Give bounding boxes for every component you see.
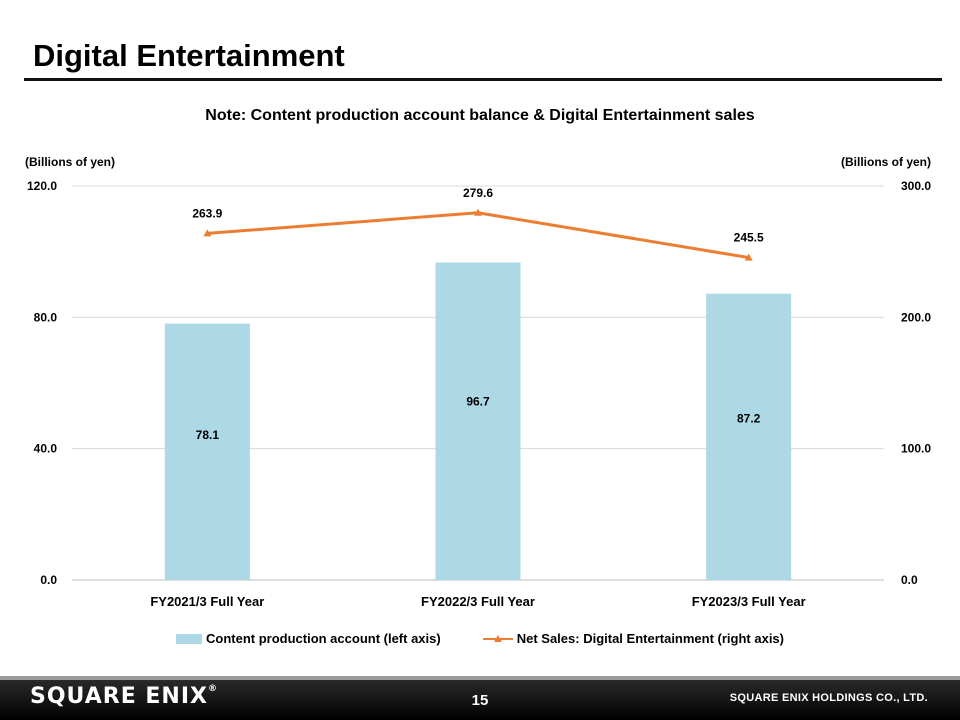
line-series [207, 211, 749, 260]
footer-band [0, 676, 960, 680]
legend-line-label: Net Sales: Digital Entertainment (right … [516, 631, 784, 646]
logo-text: SQUARE ENIX [30, 684, 208, 709]
legend-line-swatch [482, 633, 513, 645]
line-data-label: 245.5 [734, 231, 764, 245]
page-number: 15 [471, 692, 489, 709]
line-marker [474, 208, 482, 216]
left-tick-label: 120.0 [27, 179, 57, 193]
right-axis-label: (Billions of yen) [841, 155, 931, 169]
line-data-label: 263.9 [192, 206, 222, 220]
page-title: Digital Entertainment [33, 38, 345, 73]
title-divider [24, 78, 942, 81]
square-enix-logo: SQUARE ENIX® [30, 684, 218, 709]
left-tick-label: 0.0 [40, 573, 57, 587]
category-label: FY2023/3 Full Year [692, 594, 806, 609]
legend-bar-swatch [175, 633, 202, 644]
right-tick-label: 100.0 [901, 442, 931, 456]
footer-bar [0, 680, 960, 720]
left-tick-label: 80.0 [34, 310, 58, 324]
bar [164, 323, 250, 580]
left-tick-label: 40.0 [34, 442, 58, 456]
bar [706, 293, 792, 580]
legend-item-line: Net Sales: Digital Entertainment (right … [482, 631, 784, 646]
bar-data-label: 96.7 [466, 394, 490, 408]
chart-title: Note: Content production account balance… [205, 107, 755, 124]
bar-data-label: 87.2 [737, 412, 761, 426]
right-tick-label: 0.0 [901, 573, 918, 587]
legend-bar-label: Content production account (left axis) [205, 631, 441, 646]
category-label: FY2022/3 Full Year [421, 594, 535, 609]
line-marker [203, 229, 212, 237]
registered-mark-icon: ® [207, 684, 218, 694]
right-tick-label: 300.0 [901, 179, 931, 193]
bar-data-label: 78.1 [196, 428, 220, 442]
bar [435, 262, 521, 580]
chart-legend: Content production account (left axis) N… [0, 631, 960, 646]
right-tick-label: 200.0 [901, 310, 931, 324]
line-marker [744, 253, 753, 261]
category-label: FY2021/3 Full Year [150, 594, 264, 609]
left-axis-label: (Billions of yen) [25, 155, 115, 169]
company-name: SQUARE ENIX HOLDINGS CO., LTD. [729, 692, 928, 704]
line-data-label: 279.6 [463, 186, 493, 200]
legend-item-bar: Content production account (left axis) [175, 631, 441, 646]
